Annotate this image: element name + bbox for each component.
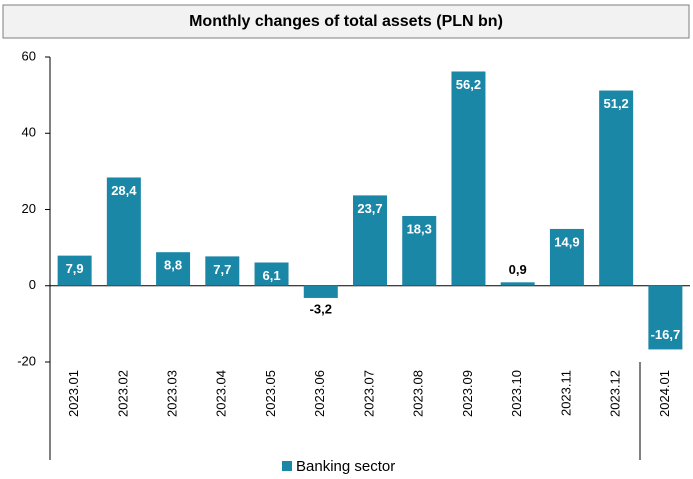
bar xyxy=(106,177,141,286)
bar xyxy=(156,252,191,286)
data-label: 8,8 xyxy=(164,258,182,273)
x-tick-label: 2023.02 xyxy=(115,370,130,417)
data-label: -16,7 xyxy=(651,327,681,342)
bar xyxy=(500,282,535,286)
y-tick-label: 20 xyxy=(22,201,36,216)
y-tick-label: 40 xyxy=(22,125,36,140)
data-label: 28,4 xyxy=(111,183,137,198)
x-tick-label: 2024.01 xyxy=(657,370,672,417)
bar xyxy=(599,90,634,286)
x-tick-label: 2023.12 xyxy=(608,370,623,417)
data-label: 7,7 xyxy=(213,262,231,277)
legend-swatch xyxy=(282,461,292,471)
y-tick-label: -20 xyxy=(17,353,36,368)
data-label: 14,9 xyxy=(554,234,579,249)
x-tick-label: 2023.01 xyxy=(66,370,81,417)
data-label: 23,7 xyxy=(357,201,382,216)
x-tick-label: 2023.06 xyxy=(312,370,327,417)
bar xyxy=(402,215,437,286)
x-tick-label: 2023.04 xyxy=(214,370,229,417)
x-tick-label: 2023.08 xyxy=(411,370,426,417)
bar xyxy=(303,285,338,298)
data-label: 0,9 xyxy=(509,262,527,277)
legend-label: Banking sector xyxy=(296,458,395,475)
bar xyxy=(549,228,584,286)
x-tick-label: 2023.10 xyxy=(509,370,524,417)
data-label: 6,1 xyxy=(262,268,280,283)
x-tick-label: 2023.11 xyxy=(558,370,573,416)
title-box xyxy=(2,4,690,39)
y-tick-label: 0 xyxy=(29,277,36,292)
x-tick-label: 2023.05 xyxy=(263,370,278,417)
bar xyxy=(353,195,387,286)
bar xyxy=(648,285,683,350)
data-label: 51,2 xyxy=(603,96,628,111)
x-tick-label: 2023.03 xyxy=(165,370,180,417)
chart-title: Monthly changes of total assets (PLN bn) xyxy=(189,13,503,30)
bar xyxy=(254,262,289,286)
bar xyxy=(205,256,240,286)
x-tick-label: 2023.07 xyxy=(361,370,376,417)
bar xyxy=(451,71,486,286)
data-label: 18,3 xyxy=(407,221,432,236)
data-label: -3,2 xyxy=(310,301,332,316)
y-tick-label: 60 xyxy=(22,48,36,63)
bar xyxy=(57,255,92,286)
x-tick-label: 2023.09 xyxy=(460,370,475,417)
data-label: 7,9 xyxy=(66,261,84,276)
data-label: 56,2 xyxy=(456,77,481,92)
